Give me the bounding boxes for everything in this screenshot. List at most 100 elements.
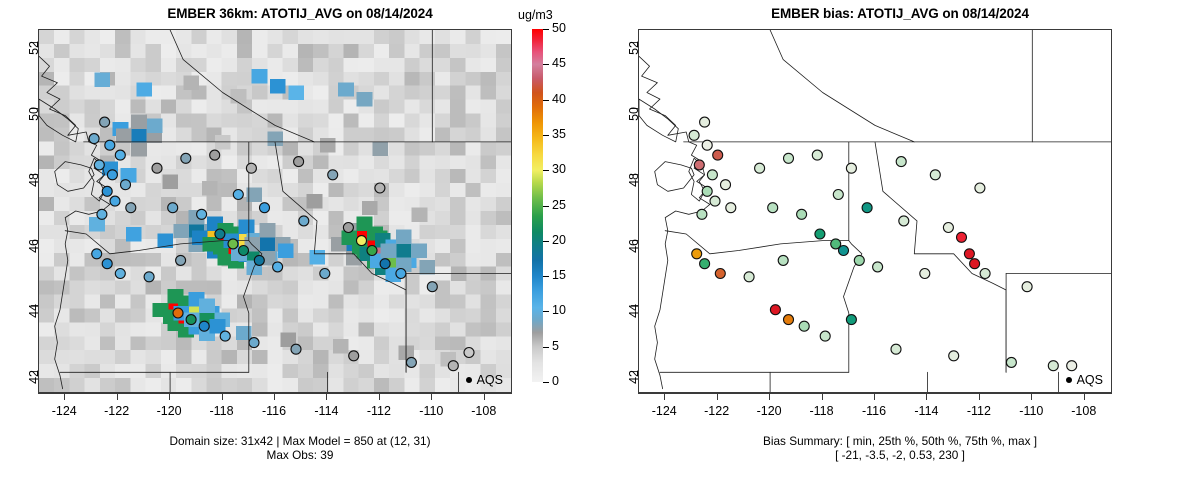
x-axis-tick-label: -116 <box>861 404 887 418</box>
model-caption-line1: Domain size: 31x42 | Max Model = 850 at … <box>169 434 431 448</box>
y-axis-tick-label: 52 <box>627 41 641 56</box>
x-axis-tick-label: -118 <box>809 404 834 418</box>
x-axis-tick-label: -122 <box>704 404 730 418</box>
x-axis-tick <box>483 393 485 400</box>
bias-map-plot-area[interactable]: AQS <box>638 29 1112 393</box>
y-axis-tick <box>31 239 38 241</box>
y-axis-tick <box>31 371 38 373</box>
y-axis-tick <box>31 173 38 175</box>
bias-map-svg <box>639 30 1111 392</box>
x-axis-tick-label: -108 <box>1071 404 1097 418</box>
x-axis-tick-label: -124 <box>51 404 77 418</box>
colorbar-tick <box>543 382 549 383</box>
x-axis-tick-label: -122 <box>104 404 130 418</box>
bias-y-axis: 42 44 46 48 50 52 <box>627 29 641 393</box>
model-colorbar-gradient <box>532 29 543 382</box>
x-axis-tick <box>978 393 980 400</box>
x-axis-tick <box>1083 393 1085 400</box>
y-axis-tick <box>631 107 638 109</box>
x-axis-tick-label: -118 <box>209 404 234 418</box>
model-y-axis: 42 44 46 48 50 52 <box>27 29 41 393</box>
aqs-observation-markers <box>88 116 475 372</box>
colorbar-tick <box>543 276 549 278</box>
colorbar-tick-label: 0 <box>552 374 559 388</box>
x-axis-tick-label: -114 <box>914 404 939 418</box>
y-axis-tick-label: 44 <box>27 304 41 319</box>
y-axis-tick-label: 50 <box>27 106 41 121</box>
y-axis-tick <box>631 371 638 373</box>
x-axis-tick-label: -120 <box>756 404 782 418</box>
y-axis-tick <box>631 173 638 175</box>
colorbar-tick-label: 50 <box>552 21 566 35</box>
bias-x-axis: -124 -122 -120 -118 -116 -114 -112 -110 -108 <box>638 393 1112 418</box>
colorbar-tick <box>543 346 549 348</box>
bias-markers <box>688 116 1078 372</box>
colorbar-tick-label: 30 <box>552 162 566 177</box>
colorbar-tick <box>543 240 549 242</box>
x-axis-tick <box>326 393 328 400</box>
model-map-svg <box>39 30 511 392</box>
x-axis-tick-label: -120 <box>156 404 182 418</box>
x-axis-tick-label: -110 <box>1019 404 1044 418</box>
x-axis-tick <box>431 393 433 400</box>
panel-model-title: EMBER 36km: ATOTIJ_AVG on 08/14/2024 <box>167 6 433 21</box>
y-axis-tick <box>31 305 38 307</box>
aqs-legend-label: AQS <box>476 373 503 387</box>
x-axis-tick <box>169 393 171 400</box>
x-axis-tick <box>769 393 771 400</box>
colorbar-tick-label: 5 <box>552 338 559 353</box>
x-axis-tick <box>116 393 118 400</box>
x-axis-tick-label: -112 <box>366 404 391 418</box>
x-axis-tick <box>221 393 223 400</box>
colorbar-tick-label: 25 <box>552 197 566 212</box>
colorbar-tick <box>543 64 549 66</box>
colorbar-tick <box>543 170 549 172</box>
y-axis-tick-label: 48 <box>27 172 41 187</box>
bias-caption-line1: Bias Summary: [ min, 25th %, 50th %, 75t… <box>762 434 1038 448</box>
model-caption-line2: Max Obs: 39 <box>266 448 334 462</box>
panel-bias-title: EMBER bias: ATOTIJ_AVG on 08/14/2024 <box>771 6 1029 21</box>
x-axis-tick <box>926 393 928 400</box>
aqs-dot-icon <box>1065 377 1072 383</box>
colorbar-tick-label: 10 <box>552 303 566 318</box>
x-axis-tick <box>821 393 823 400</box>
x-axis-tick <box>874 393 875 400</box>
model-colorbar-unit: ug/m3 <box>518 8 553 22</box>
x-axis-tick <box>664 393 666 400</box>
aqs-dot-icon <box>465 377 472 383</box>
colorbar-tick <box>543 99 549 101</box>
bias-caption-line2: [ -21, -3.5, -2, 0.53, 230 ] <box>835 448 965 462</box>
y-axis-tick-label: 46 <box>27 238 41 253</box>
y-axis-tick <box>31 42 38 44</box>
aqs-legend-model: AQS <box>464 372 505 388</box>
colorbar-tick-label: 35 <box>552 126 566 141</box>
y-axis-tick-label: 52 <box>27 41 41 56</box>
x-axis-tick-label: -112 <box>966 404 991 418</box>
y-axis-tick <box>631 239 638 241</box>
y-axis-tick-label: 46 <box>627 238 641 253</box>
x-axis-tick <box>1031 393 1033 400</box>
panel-model: EMBER 36km: ATOTIJ_AVG on 08/14/2024 AQS… <box>27 6 566 462</box>
y-axis-tick-label: 44 <box>627 304 641 319</box>
model-x-axis: -124 -122 -120 -118 -116 -114 -112 -110 -108 <box>38 393 512 418</box>
x-axis-tick <box>378 393 380 400</box>
x-axis-tick <box>716 393 718 400</box>
colorbar-tick <box>543 134 549 136</box>
y-axis-tick <box>631 305 638 307</box>
x-axis-tick-label: -124 <box>651 404 677 418</box>
panel-bias: EMBER bias: ATOTIJ_AVG on 08/14/2024 AQS… <box>600 0 1200 479</box>
y-axis-tick <box>31 107 38 109</box>
x-axis-tick <box>274 393 275 400</box>
x-axis-tick-label: -110 <box>419 404 444 418</box>
colorbar-tick-label: 20 <box>552 232 566 247</box>
x-axis-tick-label: -114 <box>314 404 339 418</box>
colorbar-tick-label: 45 <box>552 56 566 71</box>
x-axis-tick-label: -116 <box>261 404 287 418</box>
y-axis-tick-label: 48 <box>627 172 641 187</box>
model-map-plot-area[interactable]: AQS <box>38 29 512 393</box>
aqs-legend-bias: AQS <box>1064 372 1105 388</box>
colorbar-tick-label: 40 <box>552 91 566 106</box>
colorbar-tick <box>543 205 549 207</box>
y-axis-tick <box>631 42 638 44</box>
colorbar-tick <box>543 311 549 313</box>
